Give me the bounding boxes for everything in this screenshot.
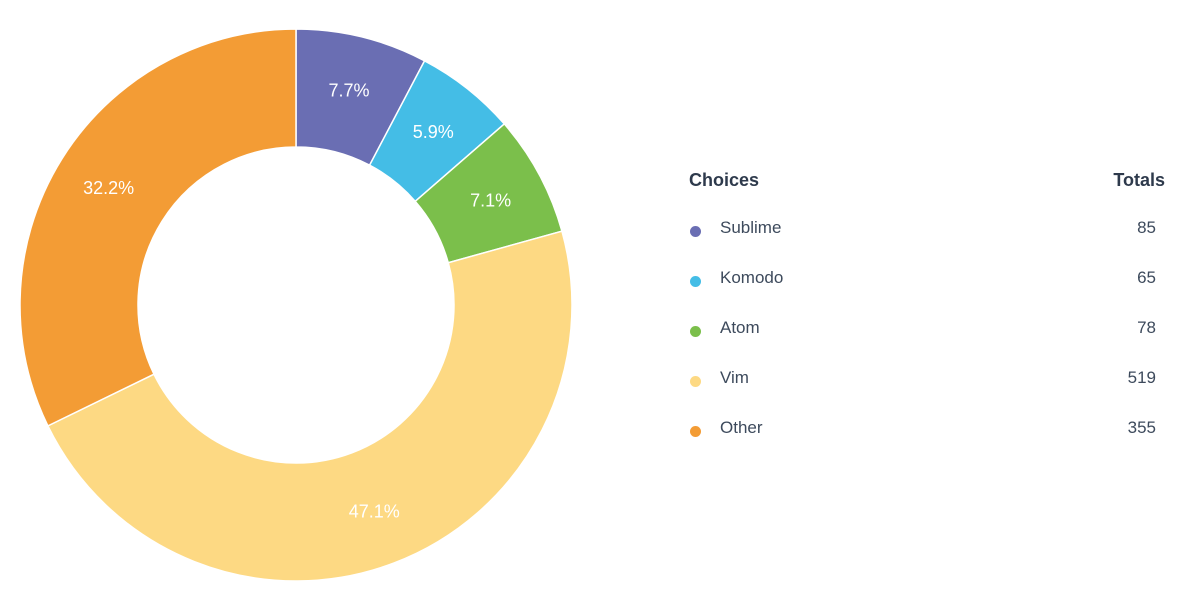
slice-label-other: 32.2% [83,178,134,198]
legend-dot-vim [690,376,701,387]
legend-rows: Sublime 85 Komodo 65 Atom 78 Vim 519 Oth… [689,218,1165,476]
legend-total-other: 355 [1127,418,1156,437]
slice-label-vim: 47.1% [349,502,400,522]
legend-total-vim: 519 [1127,368,1156,387]
legend-dot-other [690,426,701,437]
legend-label-vim: Vim [720,368,749,387]
legend-dot-atom [690,326,701,337]
legend-row-atom[interactable]: Atom 78 [689,318,1165,376]
slice-label-sublime: 7.7% [329,80,370,100]
slice-vim[interactable] [46,230,573,582]
slice-label-komodo: 5.9% [413,122,454,142]
legend-dot-komodo [690,276,701,287]
legend-total-komodo: 65 [1137,268,1156,287]
slice-label-atom: 7.1% [470,190,511,210]
legend-label-atom: Atom [720,318,760,337]
legend-row-komodo[interactable]: Komodo 65 [689,268,1165,326]
legend-header: Choices Totals [689,166,1165,196]
legend-label-other: Other [720,418,763,437]
legend-row-vim[interactable]: Vim 519 [689,368,1165,426]
legend-row-other[interactable]: Other 355 [689,418,1165,476]
legend-row-sublime[interactable]: Sublime 85 [689,218,1165,276]
legend-label-komodo: Komodo [720,268,784,287]
legend-label-sublime: Sublime [720,218,782,237]
slice-other[interactable] [19,28,297,427]
legend: Choices Totals Sublime 85 Komodo 65 Atom… [689,166,1165,446]
legend-header-choices: Choices [689,170,760,190]
donut-chart: 7.7% 5.9% 7.1% 47.1% 32.2% [19,28,573,582]
legend-total-atom: 78 [1137,318,1156,337]
legend-dot-sublime [690,226,701,237]
legend-total-sublime: 85 [1137,218,1156,237]
legend-header-totals: Totals [1113,170,1165,190]
